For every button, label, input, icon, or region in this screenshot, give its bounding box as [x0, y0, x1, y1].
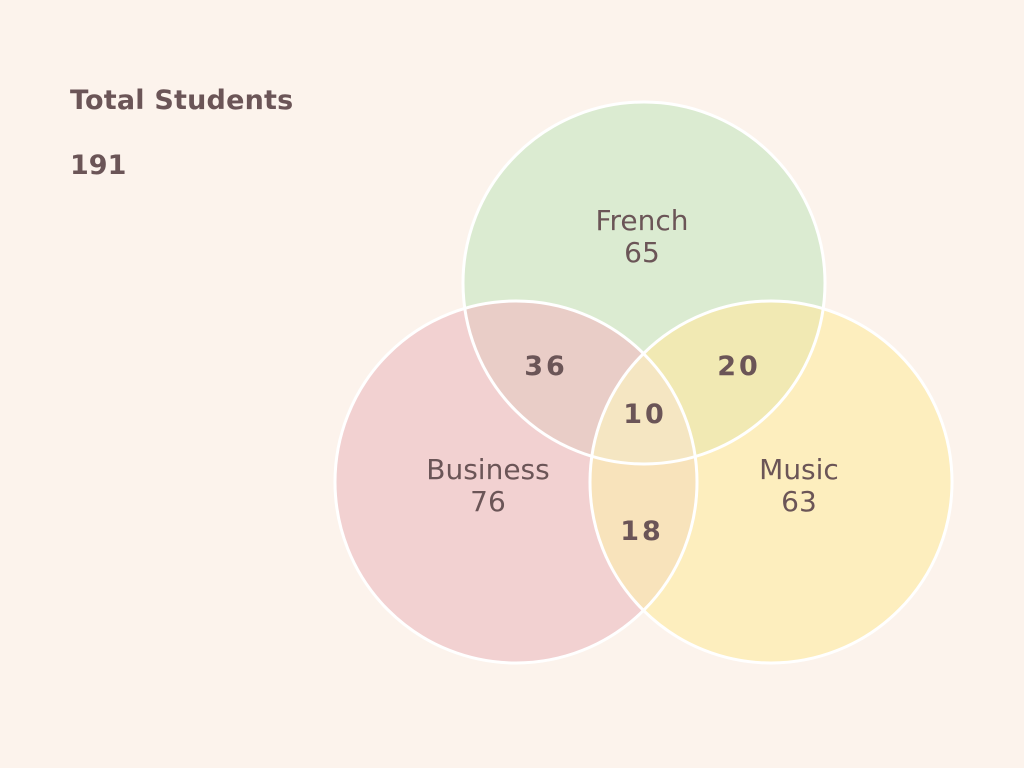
total-students-value: 191 [70, 150, 127, 181]
french-count: 65 [624, 236, 660, 269]
french-music-count: 20 [717, 351, 761, 382]
french-music-overlap [590, 301, 825, 464]
all-three-count: 10 [623, 399, 667, 430]
music-label: Music [759, 453, 839, 486]
total-students-label: Total Students [70, 85, 294, 116]
french-label: French [595, 204, 688, 237]
business-music-count: 18 [620, 516, 664, 547]
business-label: Business [426, 453, 549, 486]
business-count: 76 [470, 485, 506, 518]
french-business-overlap [463, 301, 697, 464]
french-business-count: 36 [524, 351, 568, 382]
music-count: 63 [781, 485, 817, 518]
circle-outlines [333, 100, 954, 665]
